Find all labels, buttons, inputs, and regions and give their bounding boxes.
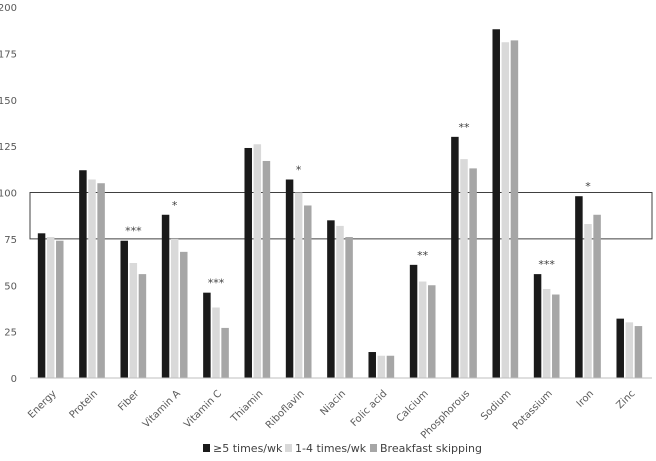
category-label: Folic acid [349, 388, 390, 429]
bar [37, 233, 46, 378]
bar [552, 294, 560, 378]
category-label: Calcium [395, 388, 431, 424]
bar [327, 220, 335, 378]
bar [533, 274, 542, 378]
significance-marker: *** [125, 225, 142, 238]
significance-marker: *** [538, 258, 555, 271]
category-label: Niacin [318, 388, 348, 418]
y-tick-label: 100 [0, 189, 17, 200]
bar [593, 214, 601, 378]
bar [129, 262, 138, 378]
y-tick-label: 25 [4, 328, 17, 339]
bar [212, 307, 220, 378]
bar [492, 29, 500, 378]
legend-swatch [370, 444, 377, 452]
bar [460, 159, 468, 378]
bar [203, 292, 211, 378]
bar [120, 240, 128, 378]
legend-swatch [203, 444, 210, 452]
category-labels: Energy Protein Fiber Vitamin A Vitamin C Thia… [26, 388, 637, 442]
significance-marker: * [585, 180, 591, 193]
bar [79, 170, 87, 378]
bar [336, 225, 344, 378]
bar [88, 179, 96, 378]
bar [345, 237, 353, 378]
bar [262, 160, 271, 378]
legend-label: ≥5 times/wk [213, 442, 283, 455]
bar [386, 355, 395, 378]
significance-marker: * [296, 164, 302, 177]
y-tick-label: 175 [0, 49, 17, 60]
bar [575, 196, 583, 378]
bar [304, 205, 312, 378]
bar [46, 237, 55, 378]
category-label: Thiamin [229, 388, 266, 425]
bar [285, 179, 294, 378]
significance-marker: *** [208, 277, 225, 290]
bar [584, 224, 592, 378]
bar [368, 352, 376, 378]
category-label: Energy [26, 388, 59, 421]
bars [37, 29, 643, 379]
y-axis-ticks: 0 25 50 75 100 125 150 175 200 [0, 3, 17, 385]
bar [625, 322, 634, 378]
bar [253, 144, 262, 378]
significance-marker: * [172, 199, 178, 212]
category-label: Iron [575, 388, 596, 409]
bar [244, 147, 252, 378]
bar [634, 326, 643, 378]
category-label: Riboflavin [264, 388, 307, 431]
y-tick-label: 0 [11, 374, 17, 385]
bar [428, 285, 436, 378]
y-tick-label: 50 [4, 281, 17, 292]
bar [542, 288, 551, 378]
bar [161, 214, 170, 378]
bar [377, 355, 386, 378]
bar [97, 183, 105, 378]
category-label: Sodium [479, 388, 513, 422]
y-tick-label: 150 [0, 96, 17, 107]
significance-marker: ** [417, 249, 429, 262]
y-tick-label: 200 [0, 3, 17, 14]
bar [221, 327, 229, 378]
legend-label: 1-4 times/wk [295, 442, 367, 455]
category-label: Zinc [614, 388, 637, 411]
legend: ≥5 times/wk 1-4 times/wk Breakfast skippin… [203, 442, 482, 455]
bar [510, 40, 519, 378]
bar [616, 318, 624, 378]
category-label: Potassium [511, 388, 555, 432]
bar [409, 264, 418, 378]
y-tick-label: 75 [4, 235, 17, 246]
legend-swatch [285, 444, 292, 452]
y-tick-label: 125 [0, 142, 17, 153]
legend-label: Breakfast skipping [380, 442, 482, 455]
bar [138, 274, 147, 378]
bar [180, 251, 188, 378]
category-label: Fiber [116, 388, 142, 414]
category-label: Protein [68, 388, 101, 421]
significance-marker: ** [459, 121, 471, 134]
bar [170, 238, 179, 379]
bar [451, 136, 459, 378]
bar [56, 240, 64, 378]
category-label: Vitamin A [141, 388, 183, 430]
category-label: Vitamin C [182, 388, 224, 430]
bar [294, 192, 303, 378]
bar [469, 168, 477, 378]
significance-markers: **************** [125, 121, 591, 290]
bar [418, 281, 427, 378]
bar [501, 42, 510, 378]
